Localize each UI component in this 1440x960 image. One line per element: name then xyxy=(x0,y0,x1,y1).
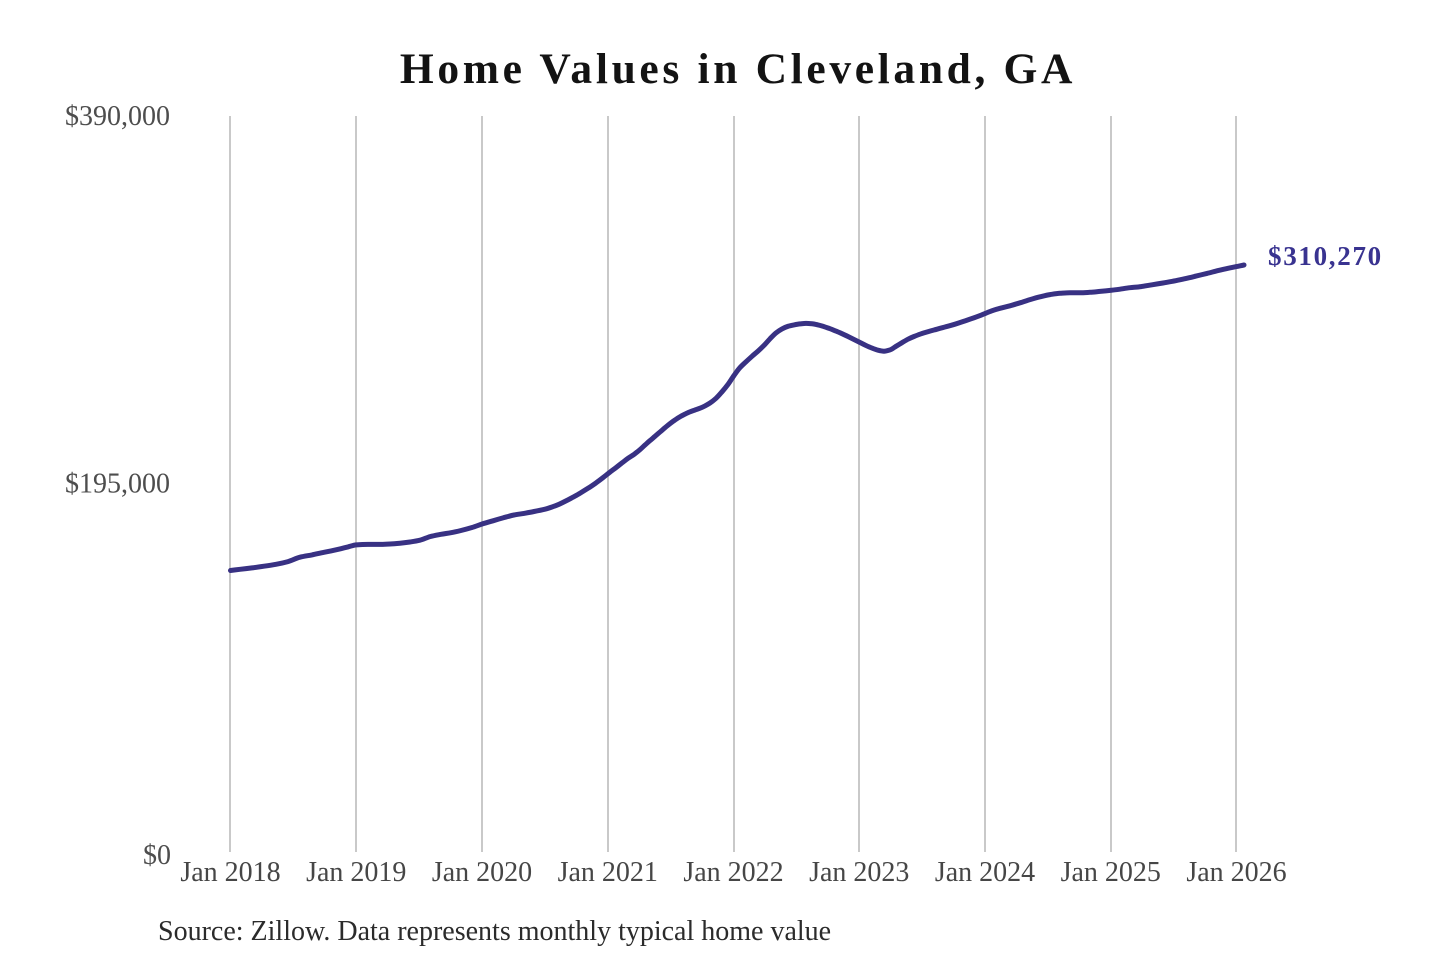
svg-text:Jan 2020: Jan 2020 xyxy=(432,857,532,888)
svg-text:Jan 2024: Jan 2024 xyxy=(935,857,1035,888)
svg-text:$310,270: $310,270 xyxy=(1268,241,1383,271)
svg-text:Jan 2026: Jan 2026 xyxy=(1186,857,1286,888)
svg-text:Jan 2021: Jan 2021 xyxy=(558,857,658,888)
svg-text:Source: Zillow. Data represent: Source: Zillow. Data represents monthly … xyxy=(158,916,831,947)
svg-text:Jan 2018: Jan 2018 xyxy=(180,857,280,888)
svg-text:$195,000: $195,000 xyxy=(65,469,170,500)
svg-text:Jan 2022: Jan 2022 xyxy=(683,857,783,888)
svg-text:Home Values in Cleveland, GA: Home Values in Cleveland, GA xyxy=(400,45,1076,93)
svg-text:Jan 2019: Jan 2019 xyxy=(306,857,406,888)
svg-text:$0: $0 xyxy=(143,840,171,871)
svg-text:Jan 2025: Jan 2025 xyxy=(1061,857,1161,888)
svg-text:Jan 2023: Jan 2023 xyxy=(809,857,909,888)
svg-text:$390,000: $390,000 xyxy=(65,101,170,132)
